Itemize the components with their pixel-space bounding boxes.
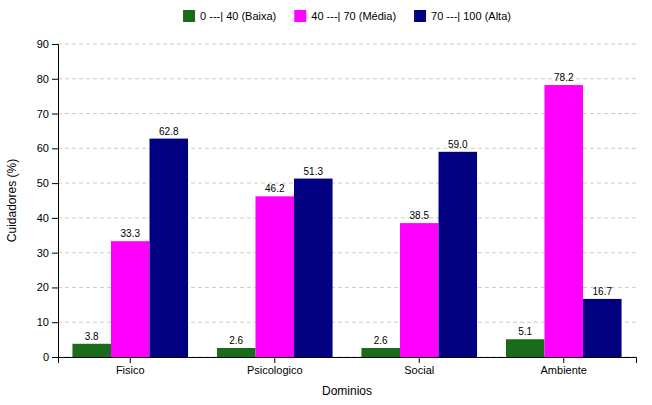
- tick: 70: [37, 108, 58, 120]
- tick: Fisico: [116, 357, 145, 376]
- bar: [506, 339, 545, 357]
- legend-item: 0 ---| 40 (Baixa): [183, 10, 276, 22]
- tick-label: 60: [37, 142, 49, 154]
- tick: Social: [404, 357, 434, 376]
- tick-label: 20: [37, 281, 49, 293]
- bar: [361, 348, 400, 357]
- grid-line: [58, 44, 636, 45]
- tick-label: Ambiente: [541, 364, 587, 376]
- y-axis: 0 10 20 30 40 50 60 70 80 90: [37, 38, 59, 363]
- tick-label: 90: [37, 38, 49, 50]
- data-label: 51.3: [304, 166, 324, 177]
- tick-mark: [130, 357, 131, 363]
- tick-mark: [274, 357, 275, 363]
- chart: 3.8 2.6 2.6 5.1 33.3 46.2 38.5 78.2 62.8 51.3 59.0…: [0, 0, 652, 405]
- legend-swatch: [183, 10, 195, 22]
- tick-mark: [52, 218, 58, 219]
- x-axis: Fisico Psicologico Social Ambiente: [59, 357, 637, 376]
- tick-label: 40: [37, 212, 49, 224]
- data-label: 3.8: [85, 331, 99, 342]
- legend-item: 40 ---| 70 (Média): [294, 10, 396, 22]
- tick-mark: [52, 79, 58, 80]
- tick-label: Psicologico: [247, 364, 303, 376]
- tick-label: Fisico: [116, 364, 145, 376]
- legend-label: 70 ---| 100 (Alta): [431, 10, 511, 22]
- bar: [150, 139, 189, 357]
- data-label: 46.2: [265, 183, 285, 194]
- tick-mark: [52, 322, 58, 323]
- bar: [544, 85, 583, 357]
- data-label: 78.2: [554, 72, 574, 83]
- data-label: 2.6: [374, 335, 388, 346]
- tick: 10: [37, 316, 58, 328]
- tick-mark: [563, 357, 564, 363]
- tick-label: 30: [37, 247, 49, 259]
- legend-label: 40 ---| 70 (Média): [311, 10, 396, 22]
- tick-label: 80: [37, 73, 49, 85]
- axis-line: [52, 45, 59, 358]
- tick: 20: [37, 281, 58, 293]
- tick-label: 70: [37, 108, 49, 120]
- legend-swatch: [294, 10, 306, 22]
- legend: 0 ---| 40 (Baixa) 40 ---| 70 (Média) 70 --…: [183, 10, 511, 22]
- tick-mark: [52, 183, 58, 184]
- bar: [439, 152, 478, 357]
- legend-swatch: [414, 10, 426, 22]
- bar: [583, 299, 622, 357]
- bar: [400, 223, 439, 357]
- tick: Psicologico: [247, 357, 303, 376]
- bar: [255, 196, 294, 357]
- axis-line: [59, 358, 637, 364]
- data-label: 62.8: [159, 126, 179, 137]
- data-label: 59.0: [448, 139, 468, 150]
- data-label: 5.1: [518, 326, 532, 337]
- plot: 3.8 2.6 2.6 5.1 33.3 46.2 38.5 78.2 62.8 51.3 59.0…: [37, 38, 637, 376]
- tick: 30: [37, 247, 58, 259]
- tick: 90: [37, 38, 58, 50]
- bar: [217, 348, 256, 357]
- grid-line: [58, 78, 636, 79]
- tick-mark: [52, 357, 58, 358]
- y-axis-title: Cuidadores (%): [5, 159, 19, 242]
- legend-item: 70 ---| 100 (Alta): [414, 10, 511, 22]
- tick: 0: [43, 351, 58, 363]
- tick: 80: [37, 73, 58, 85]
- grid: [58, 44, 636, 357]
- tick-mark: [52, 253, 58, 254]
- legend-label: 0 ---| 40 (Baixa): [200, 10, 276, 22]
- tick-mark: [419, 357, 420, 363]
- tick-mark: [52, 44, 58, 45]
- tick: Ambiente: [541, 357, 587, 376]
- tick-mark: [52, 148, 58, 149]
- bar: [111, 241, 150, 357]
- tick-label: 10: [37, 316, 49, 328]
- bar: [294, 179, 333, 357]
- data-label: 2.6: [229, 335, 243, 346]
- x-axis-title: Dominios: [322, 384, 372, 398]
- tick: 50: [37, 177, 58, 189]
- tick-label: 0: [43, 351, 49, 363]
- tick-mark: [52, 114, 58, 115]
- tick-label: Social: [404, 364, 434, 376]
- tick: 40: [37, 212, 58, 224]
- bar: [72, 344, 111, 357]
- data-label: 16.7: [593, 286, 613, 297]
- data-labels: 3.8 2.6 2.6 5.1 33.3 46.2 38.5 78.2 62.8 51.3 59.0…: [85, 72, 613, 346]
- tick-label: 50: [37, 177, 49, 189]
- bars: [72, 85, 621, 357]
- tick: 60: [37, 142, 58, 154]
- tick-mark: [52, 287, 58, 288]
- data-label: 33.3: [121, 228, 141, 239]
- data-label: 38.5: [410, 210, 430, 221]
